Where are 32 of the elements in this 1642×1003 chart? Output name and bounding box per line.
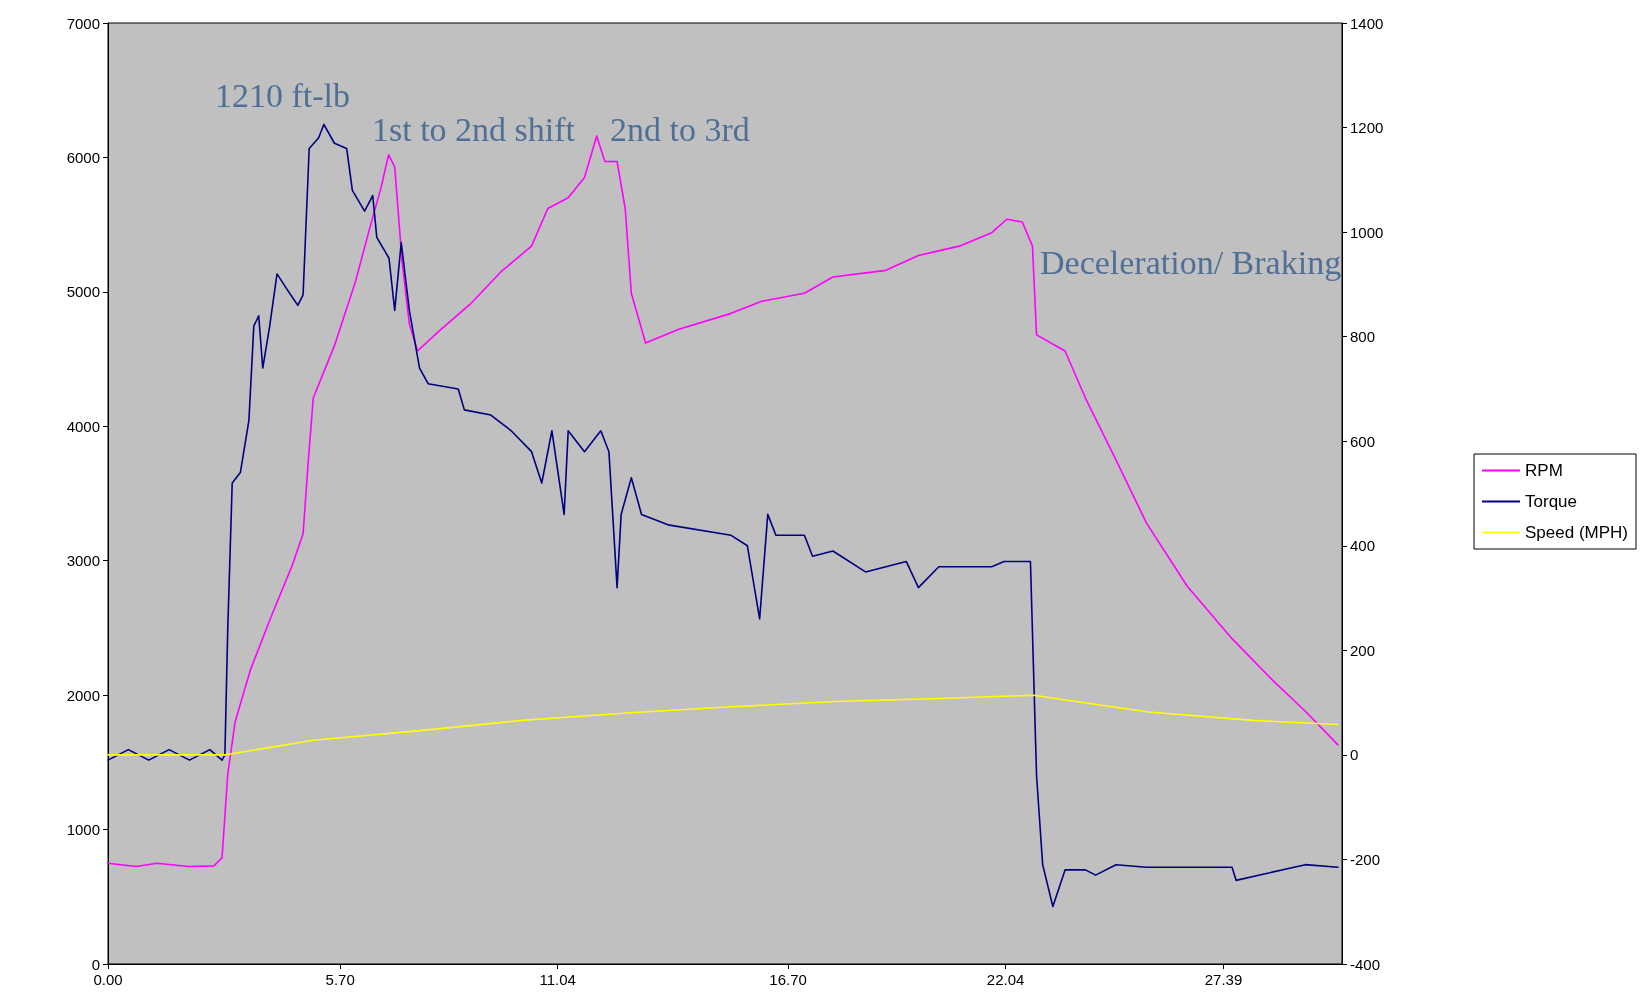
y2-tick-label: 1400 <box>1350 14 1384 32</box>
annotation: Deceleration/ Braking <box>1040 243 1342 281</box>
y2-tick-label: -200 <box>1350 850 1381 868</box>
y-tick-label: 0 <box>91 955 100 973</box>
y2-tick-label: -400 <box>1350 955 1381 973</box>
x-tick-label: 16.70 <box>769 971 807 988</box>
y-tick-label: 5000 <box>66 283 100 301</box>
annotation: 2nd to 3rd <box>610 110 750 148</box>
x-tick-label: 27.39 <box>1204 971 1243 988</box>
y2-tick-label: 600 <box>1350 432 1376 450</box>
annotation: 1210 ft-lb <box>215 76 351 114</box>
y2-tick-label: 400 <box>1350 537 1376 555</box>
y-tick-label: 3000 <box>66 552 100 570</box>
y2-tick-label: 800 <box>1350 328 1376 346</box>
line-series <box>107 694 1339 756</box>
y2-tick-label: 1000 <box>1350 223 1384 241</box>
y2-tick-label: 1200 <box>1350 119 1384 137</box>
x-tick-label: 11.04 <box>539 971 576 988</box>
y2-tick-label: 0 <box>1350 746 1359 764</box>
y-tick-label: 6000 <box>66 148 100 166</box>
y-tick-label: 2000 <box>66 686 100 704</box>
y-tick-label: 1000 <box>66 821 100 839</box>
legend-label: Speed (MPH) <box>1525 523 1628 542</box>
y2-tick-label: 200 <box>1350 641 1376 659</box>
legend-label: RPM <box>1525 461 1563 480</box>
x-tick-label: 5.70 <box>325 971 355 988</box>
y-tick-label: 4000 <box>66 417 100 435</box>
x-tick-label: 0.00 <box>93 971 123 988</box>
y-tick-label: 7000 <box>66 14 100 32</box>
legend-label: Torque <box>1525 492 1577 511</box>
annotation: 1st to 2nd shift <box>372 110 576 148</box>
x-tick-label: 22.04 <box>986 971 1025 988</box>
